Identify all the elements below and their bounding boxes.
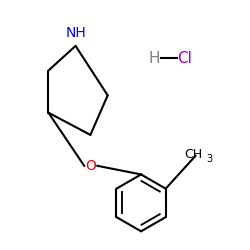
Text: H: H — [149, 51, 160, 66]
Text: CH: CH — [184, 148, 202, 161]
Text: O: O — [85, 159, 96, 173]
Text: Cl: Cl — [177, 51, 192, 66]
Text: NH: NH — [65, 26, 86, 40]
Text: 3: 3 — [206, 154, 212, 164]
